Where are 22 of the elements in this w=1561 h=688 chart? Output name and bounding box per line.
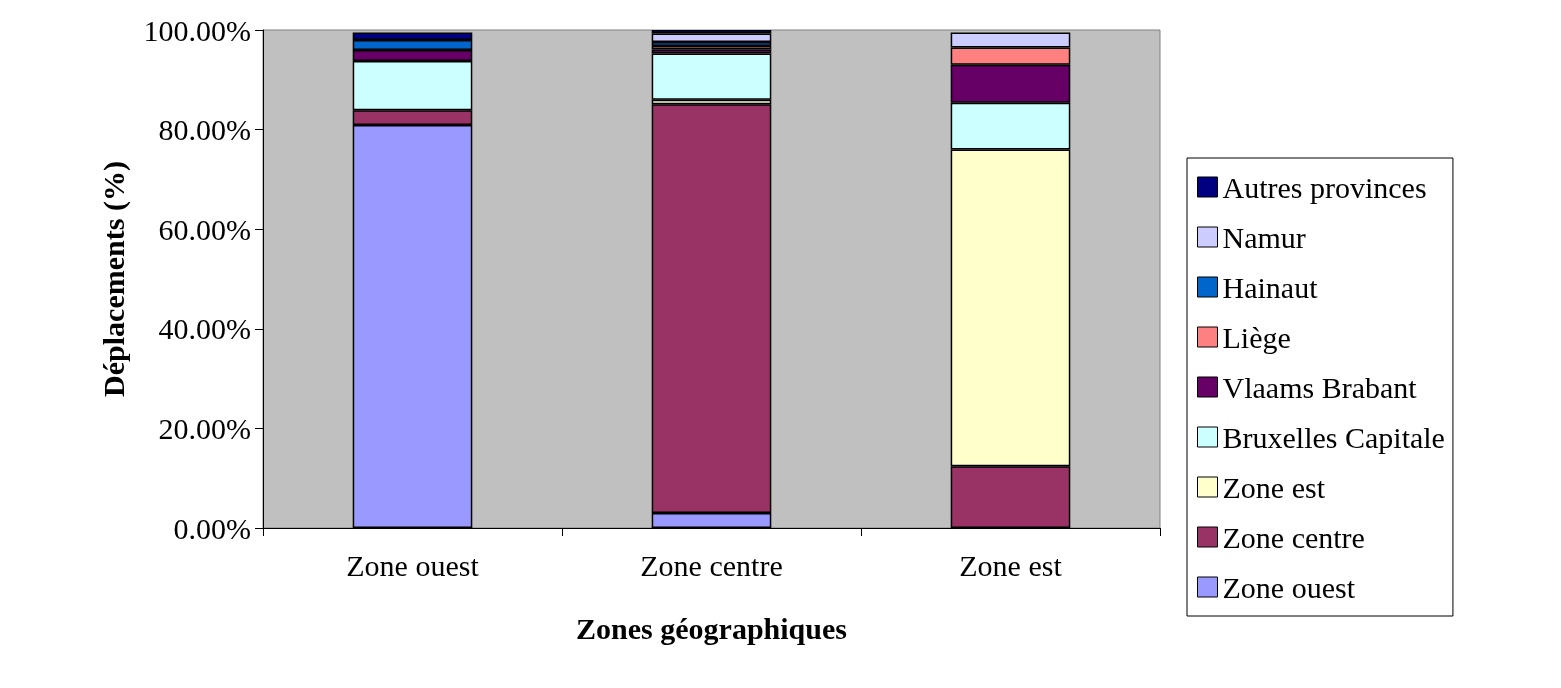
y-tick-label: 40.00% <box>158 312 251 346</box>
legend-label: Liège <box>1222 320 1291 354</box>
legend-label: Zone centre <box>1222 520 1365 554</box>
legend-label: Zone ouest <box>1222 570 1356 604</box>
y-tick-label: 100.00% <box>143 13 251 47</box>
y-tick-label: 0.00% <box>173 511 251 545</box>
y-tick-label: 60.00% <box>158 212 251 246</box>
legend-label: Autres provinces <box>1222 170 1427 204</box>
legend-label: Namur <box>1222 220 1306 254</box>
legend-label: Bruxelles Capitale <box>1222 420 1445 454</box>
legend-label: Vlaams Brabant <box>1222 370 1418 404</box>
y-tick-label: 20.00% <box>158 411 251 445</box>
y-axis-title: Déplacements (%) <box>96 161 131 397</box>
y-tick-label: 80.00% <box>158 113 251 147</box>
bar <box>651 53 772 100</box>
x-tick-label: Zone est <box>959 548 1063 582</box>
legend-label: Zone est <box>1222 470 1326 504</box>
x-tick-label: Zone centre <box>640 548 783 582</box>
legend-label: Hainaut <box>1222 270 1319 304</box>
x-axis-title: Zones géographiques <box>576 611 847 645</box>
x-tick-label: Zone ouest <box>346 548 480 582</box>
bar <box>651 33 772 42</box>
